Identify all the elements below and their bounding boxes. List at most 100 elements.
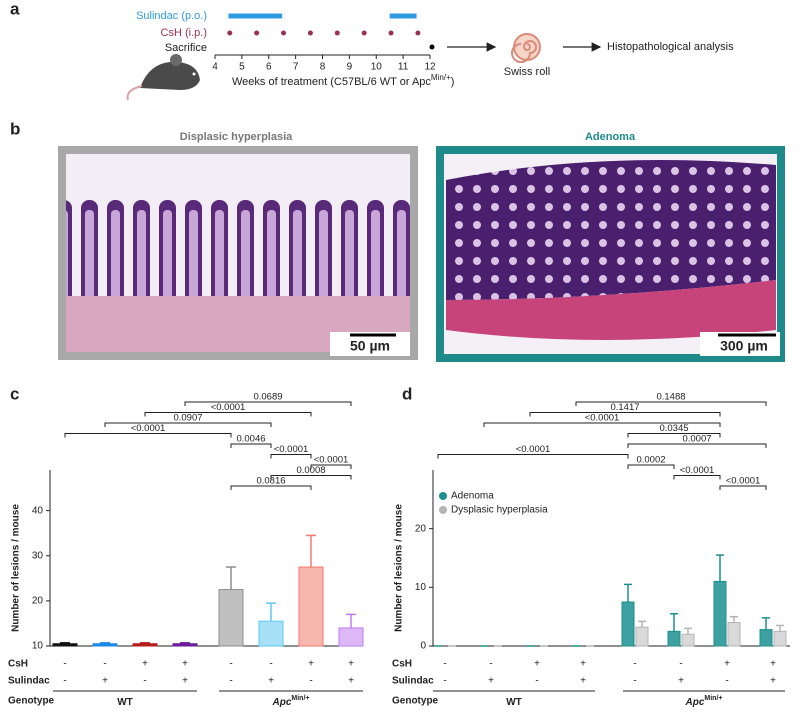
significance-bracket — [230, 485, 312, 490]
bar — [338, 627, 364, 647]
p-value: 0.0816 — [256, 476, 285, 487]
significance-bracket — [270, 475, 352, 480]
bar — [773, 630, 787, 647]
tick-label: 9 — [347, 62, 353, 73]
significance-bracket — [529, 412, 721, 417]
significance-bracket — [627, 464, 675, 469]
p-value: <0.0001 — [274, 444, 309, 455]
csh-dose — [227, 30, 233, 36]
legend-label: Dysplasic hyperplasia — [451, 505, 548, 516]
row-label: Genotype — [392, 696, 439, 707]
scale-label: 50 µm — [350, 338, 390, 354]
y-tick-label: 10 — [32, 641, 44, 652]
panel-label: b — [10, 119, 20, 138]
p-value: 0.1417 — [610, 402, 639, 413]
p-value: 0.1488 — [656, 392, 685, 403]
row-value: - — [725, 676, 728, 687]
csh-dose — [388, 30, 394, 36]
bar — [92, 643, 118, 647]
bar — [635, 626, 649, 647]
y-tick-label: 30 — [32, 550, 44, 561]
significance-bracket — [104, 422, 272, 427]
row-value: + — [770, 676, 776, 687]
row-value: - — [535, 676, 538, 687]
scale-label: 300 µm — [720, 338, 768, 354]
p-value: 0.0007 — [682, 434, 711, 445]
y-axis-label: Number of lesions / mouse — [11, 504, 22, 632]
row-value: + — [102, 676, 108, 687]
tick-label: 12 — [424, 62, 436, 73]
bar — [759, 629, 773, 647]
bar — [258, 620, 284, 647]
row-value: + — [724, 659, 730, 670]
y-tick-label: 20 — [32, 596, 44, 607]
row-value: + — [142, 659, 148, 670]
row-value: - — [63, 676, 66, 687]
legend-marker — [439, 506, 447, 514]
p-value: <0.0001 — [726, 476, 761, 487]
row-value: - — [269, 659, 272, 670]
tick-label: 4 — [212, 62, 218, 73]
bar — [621, 601, 635, 647]
row-label: CsH — [392, 659, 412, 670]
genotype-label: ApcMin/+ — [685, 695, 723, 708]
row-value: + — [580, 676, 586, 687]
legend-label: Adenoma — [451, 491, 494, 502]
row-value: - — [489, 659, 492, 670]
row-value: - — [633, 659, 636, 670]
p-value: <0.0001 — [131, 423, 166, 434]
sulindac-label: Sulindac (p.o.) — [136, 10, 207, 22]
row-value: + — [182, 676, 188, 687]
label-sup: Min/+ — [431, 73, 451, 82]
row-value: - — [309, 676, 312, 687]
significance-bracket — [64, 433, 232, 438]
bar — [172, 643, 198, 647]
p-value: <0.0001 — [211, 402, 246, 413]
row-label: Genotype — [8, 696, 55, 707]
row-value: + — [534, 659, 540, 670]
image-title: Adenoma — [585, 131, 636, 143]
row-value: + — [348, 676, 354, 687]
p-value: <0.0001 — [516, 444, 551, 455]
tick-label: 11 — [398, 62, 409, 73]
bar — [667, 630, 681, 647]
significance-bracket — [483, 422, 721, 427]
significance-bracket — [144, 412, 312, 417]
significance-bracket — [719, 485, 767, 490]
p-value: <0.0001 — [680, 465, 715, 476]
legend-marker — [439, 492, 447, 500]
label-part: ) — [451, 76, 455, 88]
significance-bracket — [270, 454, 312, 459]
panel-label: c — [10, 384, 19, 403]
row-label: CsH — [8, 659, 28, 670]
label-part: Apc — [272, 697, 292, 708]
sacrifice-label: Sacrifice — [165, 42, 207, 54]
y-axis-label: Number of lesions / mouse — [394, 504, 405, 632]
label-sup: Min/+ — [291, 695, 309, 702]
bar — [52, 643, 78, 647]
row-value: - — [143, 676, 146, 687]
row-value: + — [348, 659, 354, 670]
p-value: 0.0689 — [253, 392, 282, 403]
row-value: + — [678, 676, 684, 687]
csh-dose — [361, 30, 367, 36]
row-value: + — [770, 659, 776, 670]
y-tick-label: 40 — [32, 505, 44, 516]
bar — [727, 622, 741, 647]
genotype-label: WT — [506, 697, 522, 708]
p-value: 0.0345 — [659, 423, 688, 434]
csh-label: CsH (i.p.) — [161, 27, 207, 39]
panel-label: d — [402, 384, 412, 403]
step-label: Histopathological analysis — [607, 41, 734, 53]
row-value: - — [229, 676, 232, 687]
significance-bracket — [575, 401, 767, 406]
sacrifice-point — [429, 44, 435, 50]
y-tick-label: 10 — [415, 582, 427, 593]
mouse-icon — [126, 54, 200, 101]
csh-dose — [254, 30, 260, 36]
p-value: <0.0001 — [585, 413, 620, 424]
tick-label: 10 — [371, 62, 383, 73]
label-part: Apc — [685, 697, 705, 708]
row-value: + — [488, 676, 494, 687]
